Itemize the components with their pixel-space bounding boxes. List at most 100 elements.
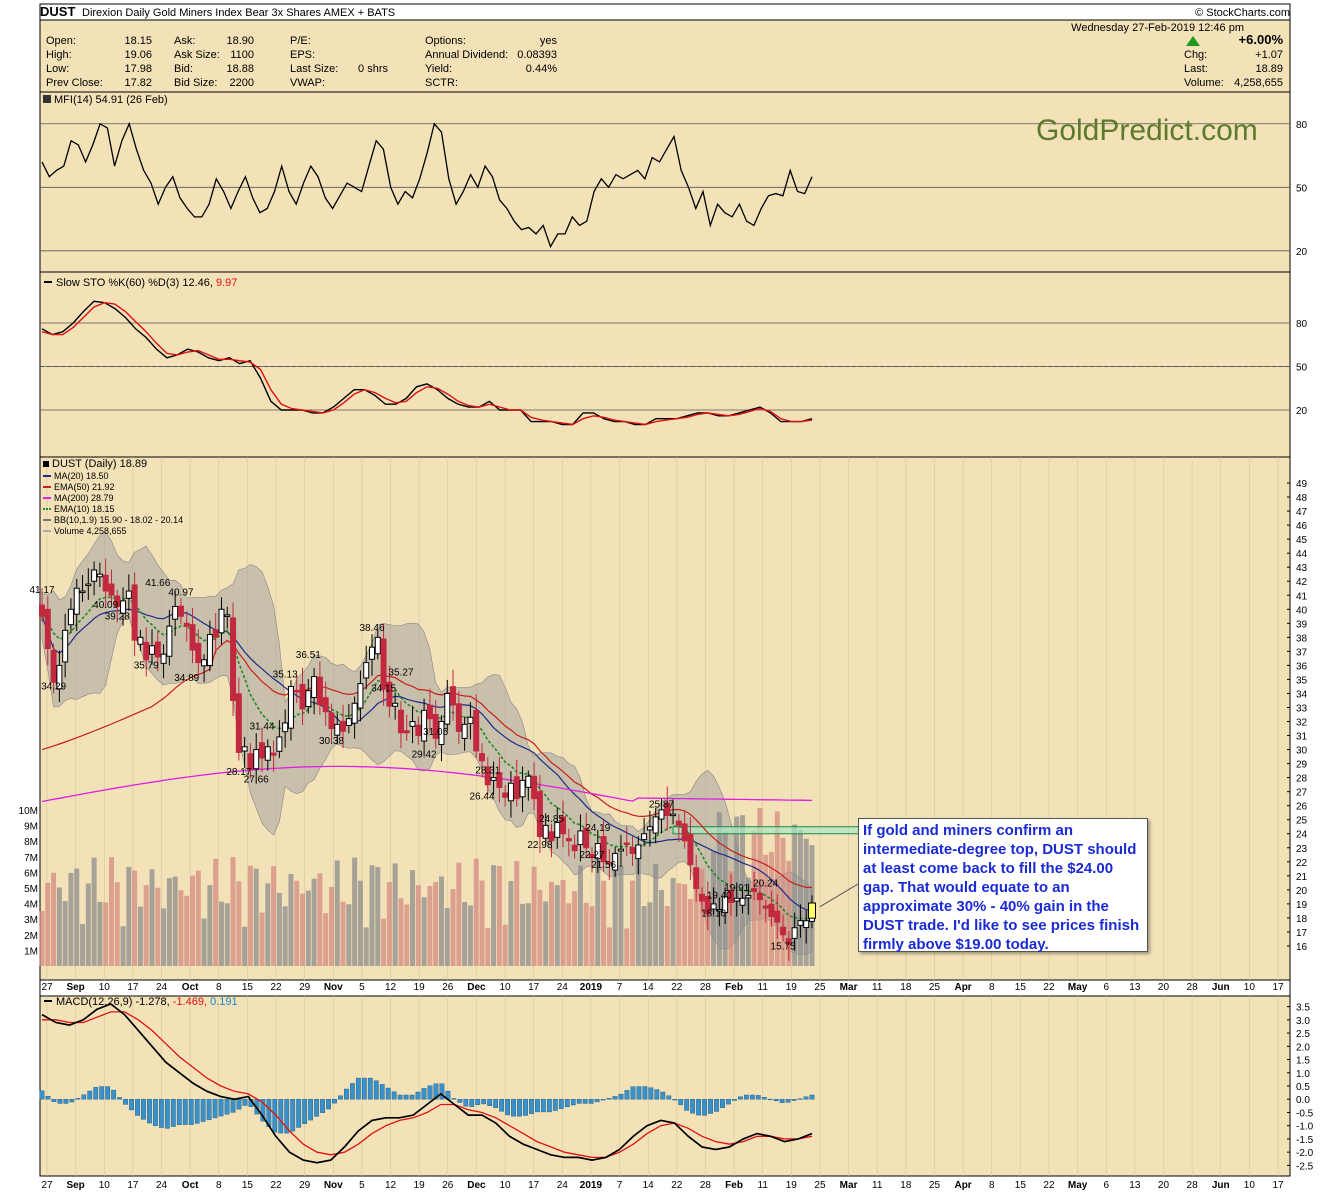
candle-body — [606, 861, 613, 865]
macd-histogram-bar — [582, 1099, 588, 1104]
candle-body — [154, 641, 161, 658]
price-x-label: 22 — [671, 982, 683, 993]
summary-value: +1.07 — [1255, 49, 1283, 61]
price-annotation: 34.89 — [174, 673, 199, 684]
candle-body — [461, 723, 468, 739]
price-annotation: 29.42 — [412, 750, 437, 761]
price-x-label: 14 — [643, 982, 655, 993]
price-annotation: 24.85 — [539, 814, 564, 825]
volume-bar — [514, 861, 520, 966]
macd-histogram-bar — [809, 1094, 815, 1100]
volume-bar — [525, 903, 531, 966]
volume-bar — [143, 885, 149, 966]
volume-bar — [438, 876, 444, 966]
volume-bar — [653, 863, 659, 966]
macd-x-label: Mar — [840, 1180, 858, 1191]
candle-body — [235, 693, 242, 753]
macd-x-label: 15 — [1015, 1180, 1027, 1191]
volume-bar — [786, 860, 792, 966]
price-annotation: 26.44 — [469, 792, 494, 803]
volume-bar — [716, 812, 722, 966]
volume-bar — [120, 926, 126, 966]
price-x-label: 10 — [1244, 982, 1256, 993]
macd-x-label: Dec — [467, 1180, 486, 1191]
price-tick-label: 49 — [1296, 479, 1308, 490]
macd-histogram-bar — [493, 1099, 499, 1108]
quote-label: P/E: — [290, 35, 311, 47]
candle-body — [201, 659, 208, 667]
macd-histogram-bar — [624, 1090, 630, 1100]
price-tick-label: 16 — [1296, 942, 1308, 953]
macd-line — [41, 1003, 813, 1164]
macd-x-label: 14 — [643, 1180, 655, 1191]
macd-histogram-bar — [153, 1099, 158, 1126]
candle-body — [403, 730, 410, 734]
volume-bar — [427, 886, 433, 966]
volume-bar — [693, 887, 699, 966]
macd-histogram-bar — [129, 1099, 134, 1111]
price-annotation: 24.19 — [585, 823, 610, 834]
price-annotation: 19.91 — [724, 883, 749, 894]
macd-x-label: 19 — [414, 1180, 426, 1191]
candle-body — [241, 746, 248, 752]
volume-bar — [473, 858, 479, 966]
macd-histogram-bar — [308, 1099, 314, 1121]
candle-body — [322, 697, 329, 713]
quote-label: Open: — [46, 35, 76, 47]
candle-body — [629, 847, 636, 854]
price-x-label: 25 — [929, 982, 941, 993]
volume-bar — [80, 924, 86, 966]
macd-x-label: 27 — [41, 1180, 53, 1191]
macd-tick-label: 1.0 — [1296, 1069, 1310, 1080]
volume-bar — [271, 866, 277, 966]
volume-bar — [178, 890, 184, 966]
price-annotation: 35.13 — [273, 670, 298, 681]
volume-bar — [253, 868, 259, 966]
price-x-label: 24 — [557, 982, 569, 993]
price-x-label: 2019 — [580, 982, 603, 993]
volume-bar — [647, 902, 653, 966]
macd-histogram-bar — [540, 1099, 546, 1113]
macd-histogram-bar — [564, 1099, 570, 1108]
macd-x-label: 22 — [671, 1180, 683, 1191]
macd-x-label: 22 — [270, 1180, 282, 1191]
price-annotation: 41.17 — [29, 585, 54, 596]
macd-histogram-bar — [212, 1099, 218, 1119]
price-x-label: 27 — [41, 982, 53, 993]
volume-bar — [236, 881, 242, 966]
volume-bar — [230, 857, 236, 966]
quote-label: Bid Size: — [174, 77, 217, 89]
price-tick-label: 39 — [1296, 619, 1308, 630]
candle-body — [230, 617, 237, 701]
price-x-label: 19 — [786, 982, 798, 993]
price-annotation: 25.87 — [649, 800, 674, 811]
macd-histogram-bar — [147, 1099, 152, 1124]
price-tick-label: 35 — [1296, 675, 1308, 686]
quote-label: High: — [46, 49, 72, 61]
volume-bar — [601, 880, 607, 966]
volume-bar — [630, 880, 636, 966]
candle-body — [797, 920, 804, 926]
macd-x-label: 24 — [557, 1180, 569, 1191]
volume-tick-label: 4M — [24, 900, 38, 911]
candle-body — [345, 718, 352, 726]
candle-body — [120, 600, 127, 614]
macd-histogram-bar — [296, 1099, 302, 1128]
volume-bar — [404, 904, 410, 966]
macd-histogram-bar — [415, 1091, 421, 1100]
volume-bar — [201, 918, 207, 966]
price-annotation: 22.27 — [579, 850, 604, 861]
candle-body — [137, 636, 144, 645]
price-legend-item: EMA(50) 21.92 — [54, 482, 115, 492]
quote-value: 18.90 — [226, 35, 254, 47]
candle-body — [473, 710, 480, 752]
volume-bar — [687, 898, 693, 966]
macd-histogram-bar — [684, 1099, 690, 1111]
volume-bar — [462, 902, 468, 966]
price-annotation: 40.09 — [93, 600, 118, 611]
macd-histogram-bar — [206, 1099, 212, 1120]
volume-bar — [583, 902, 589, 966]
candle-body — [536, 791, 543, 838]
macd-histogram-bar — [379, 1084, 385, 1100]
